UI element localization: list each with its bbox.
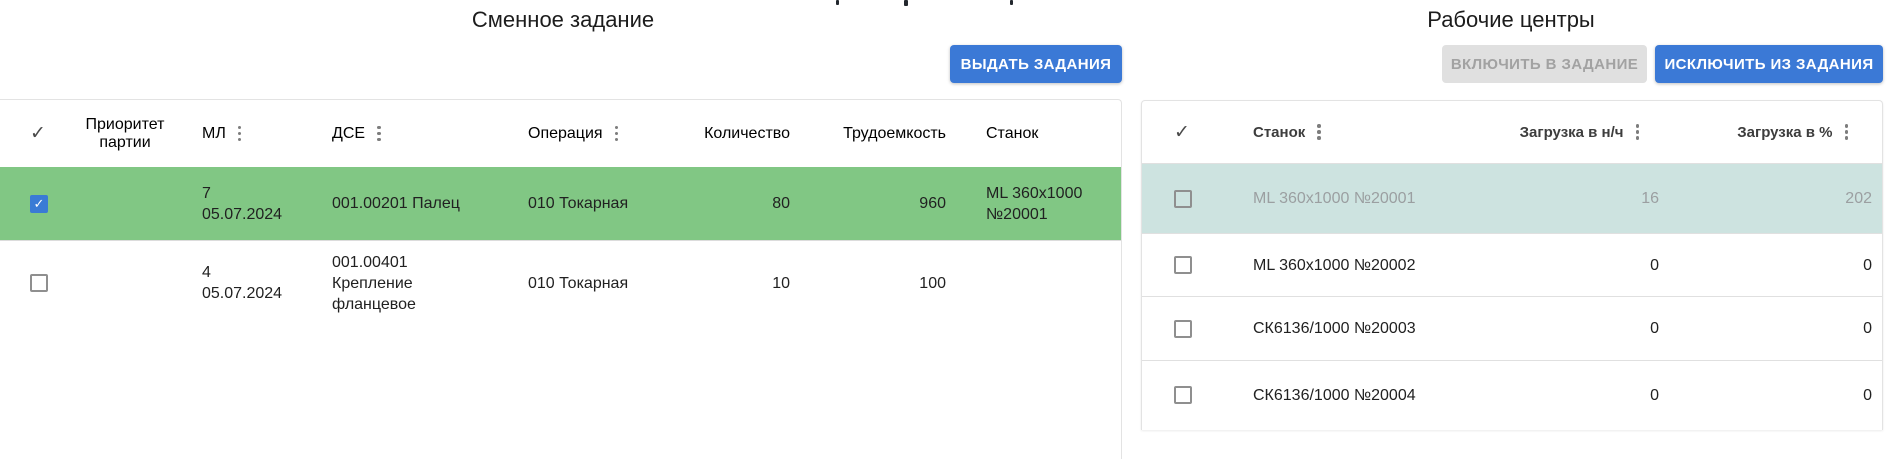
row-checkbox-unchecked[interactable] <box>1174 319 1192 338</box>
col-header-dse: ДСЕ <box>316 125 512 143</box>
dse-cell: 001.00201 Палец <box>332 195 460 212</box>
table-row[interactable]: ✓ 7 05.07.2024 001.00201 Палец 010 Токар… <box>0 167 1121 241</box>
load-percent-cell: 0 <box>1863 256 1872 274</box>
machine-cell: СК6136/1000 №20004 <box>1253 386 1416 404</box>
table-row[interactable]: СК6136/1000 №20004 0 0 <box>1142 361 1882 429</box>
column-menu-icon[interactable] <box>1635 124 1639 140</box>
labor-cell: 100 <box>919 274 946 292</box>
row-checkbox-unchecked[interactable] <box>1174 386 1192 404</box>
load-hours-cell: 0 <box>1650 320 1659 337</box>
check-icon[interactable]: ✓ <box>30 123 46 144</box>
column-menu-icon[interactable] <box>1844 124 1848 140</box>
clipped-heading-descender <box>836 0 839 5</box>
right-table-header-row: ✓ Станок Загрузка в н/ч Загрузка в % <box>1142 101 1882 164</box>
clipped-heading-descender <box>904 0 908 6</box>
ml-cell: 4 05.07.2024 <box>202 264 283 302</box>
header-select-cell: ✓ <box>0 122 64 145</box>
operation-cell: 010 Токарная <box>528 195 629 212</box>
clipped-heading-descender <box>1010 0 1013 5</box>
quantity-cell: 80 <box>772 195 790 212</box>
right-panel-title: Рабочие центры <box>1427 7 1595 32</box>
load-hours-cell: 0 <box>1650 256 1659 274</box>
left-table-header-row: ✓ Приоритет партии МЛ ДСЕ Операция Колич… <box>0 100 1121 167</box>
table-row[interactable]: ML 360x1000 №20002 0 0 <box>1142 234 1882 297</box>
row-checkbox-unchecked[interactable] <box>1174 256 1192 274</box>
load-hours-cell: 0 <box>1650 386 1659 404</box>
machine-cell: ML 360x1000 №20001 <box>1253 190 1416 207</box>
column-menu-icon[interactable] <box>377 125 381 142</box>
column-menu-icon[interactable] <box>614 125 619 142</box>
col-header-load-percent: Загрузка в % <box>1667 124 1882 141</box>
header-select-cell: ✓ <box>1142 121 1237 144</box>
col-header-load-hours: Загрузка в н/ч <box>1459 124 1667 141</box>
machine-cell: ML 360x1000 №20002 <box>1253 256 1416 274</box>
load-percent-cell: 202 <box>1845 190 1872 207</box>
col-header-ml: МЛ <box>186 125 316 143</box>
row-checkbox-unchecked[interactable] <box>30 274 48 292</box>
left-panel-title: Сменное задание <box>471 7 655 32</box>
machine-cell: СК6136/1000 №20003 <box>1253 320 1416 337</box>
row-checkbox-checked[interactable]: ✓ <box>30 194 48 213</box>
col-header-operation: Операция <box>512 125 656 143</box>
load-percent-cell: 0 <box>1863 386 1872 404</box>
col-header-quantity: Количество <box>704 124 790 142</box>
load-hours-cell: 16 <box>1641 190 1659 207</box>
shift-task-table: ✓ Приоритет партии МЛ ДСЕ Операция Колич… <box>0 99 1122 459</box>
col-header-machine: Станок <box>986 124 1039 142</box>
table-row[interactable]: СК6136/1000 №20003 0 0 <box>1142 297 1882 361</box>
labor-cell: 960 <box>919 195 946 212</box>
dse-cell: 001.00401 Крепление фланцевое <box>332 253 416 313</box>
column-menu-icon[interactable] <box>237 125 242 142</box>
col-header-machine: Станок <box>1237 124 1459 141</box>
table-row[interactable]: ML 360x1000 №20001 16 202 <box>1142 164 1882 234</box>
quantity-cell: 10 <box>772 274 790 292</box>
include-in-task-button[interactable]: ВКЛЮЧИТЬ В ЗАДАНИЕ <box>1442 45 1647 83</box>
exclude-from-task-button[interactable]: ИСКЛЮЧИТЬ ИЗ ЗАДАНИЯ <box>1655 45 1883 83</box>
machine-cell: ML 360x1000 №20001 <box>986 184 1083 223</box>
column-menu-icon[interactable] <box>1317 124 1321 140</box>
operation-cell: 010 Токарная <box>528 274 629 292</box>
check-icon[interactable]: ✓ <box>1174 121 1190 143</box>
col-header-labor: Трудоемкость <box>843 124 946 142</box>
load-percent-cell: 0 <box>1863 320 1872 337</box>
col-header-priority: Приоритет партии <box>85 115 165 151</box>
table-row[interactable]: 4 05.07.2024 001.00401 Крепление фланцев… <box>0 241 1121 325</box>
ml-cell: 7 05.07.2024 <box>202 184 283 223</box>
issue-tasks-button[interactable]: ВЫДАТЬ ЗАДАНИЯ <box>950 45 1122 83</box>
work-centers-table: ✓ Станок Загрузка в н/ч Загрузка в % ML … <box>1141 100 1883 430</box>
row-checkbox-unchecked[interactable] <box>1174 189 1192 208</box>
